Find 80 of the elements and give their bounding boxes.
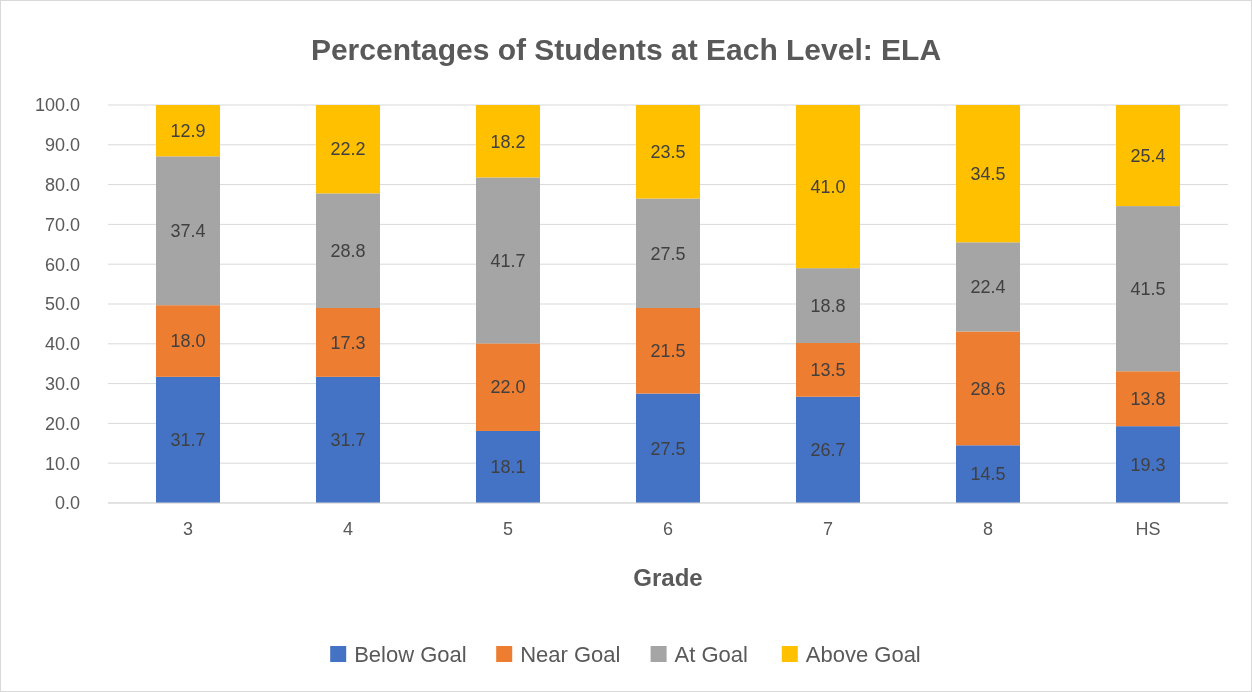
bar [476, 430, 540, 503]
y-tick-label: 20.0 [44, 413, 80, 434]
legend-label: Near Goal [520, 641, 621, 667]
bar [1116, 371, 1180, 427]
bar [636, 105, 700, 199]
data-label: 25.4 [1130, 145, 1166, 166]
data-label: 22.0 [490, 377, 526, 398]
data-label: 14.5 [970, 464, 1006, 485]
data-label: 18.2 [490, 131, 526, 152]
bar [316, 193, 380, 308]
bar [476, 343, 540, 431]
bar [156, 156, 220, 306]
data-label: 41.7 [490, 250, 526, 271]
bar [156, 376, 220, 503]
data-label: 27.5 [650, 438, 686, 459]
data-label: 21.5 [650, 341, 686, 362]
data-label: 18.0 [170, 331, 206, 352]
bar [796, 396, 860, 503]
bar [316, 307, 380, 377]
data-label: 17.3 [330, 332, 366, 353]
legend-label: Above Goal [805, 641, 921, 667]
x-tick-label: 5 [502, 519, 514, 539]
y-tick-label: 30.0 [44, 373, 80, 394]
data-label: 22.2 [330, 139, 366, 160]
bar [636, 393, 700, 503]
bar [156, 305, 220, 377]
bar [1116, 206, 1180, 372]
y-tick-label: 60.0 [44, 254, 80, 275]
y-tick-label: 70.0 [44, 214, 80, 235]
y-tick-label: 50.0 [44, 294, 80, 315]
bar [1116, 105, 1180, 207]
bar [956, 445, 1020, 503]
x-tick-label: 7 [822, 519, 834, 539]
data-label: 28.6 [970, 378, 1006, 399]
y-tick-label: 90.0 [44, 135, 80, 156]
chart-title: Percentages of Students at Each Level: ELA [310, 33, 942, 66]
y-tick-label: 100.0 [34, 95, 80, 116]
bar [956, 105, 1020, 243]
x-tick-label: 3 [182, 519, 194, 539]
data-label: 19.3 [1130, 454, 1166, 475]
bar [1116, 426, 1180, 503]
data-label: 12.9 [170, 120, 206, 141]
data-label: 34.5 [970, 163, 1006, 184]
bar [796, 343, 860, 397]
data-label: 18.1 [490, 457, 526, 478]
data-label: 41.5 [1130, 278, 1166, 299]
x-tick-label: 6 [662, 519, 674, 539]
data-label: 18.8 [810, 295, 846, 316]
legend-label: At Goal [674, 641, 748, 667]
data-label: 23.5 [650, 142, 686, 163]
data-label: 13.8 [1130, 389, 1166, 410]
x-axis-title: Grade [633, 564, 703, 591]
bar [316, 376, 380, 503]
bar [956, 331, 1020, 446]
bar [476, 177, 540, 344]
x-tick-label: 4 [342, 519, 354, 539]
y-tick-label: 0.0 [54, 493, 80, 514]
data-label: 28.8 [330, 240, 366, 261]
bar [156, 105, 220, 157]
data-label: 37.4 [170, 221, 206, 242]
y-tick-label: 80.0 [44, 174, 80, 195]
bar [796, 268, 860, 343]
data-label: 13.5 [810, 360, 846, 381]
legend-label: Below Goal [354, 641, 467, 667]
y-tick-label: 40.0 [44, 334, 80, 355]
bar [316, 105, 380, 194]
y-tick-label: 10.0 [44, 453, 80, 474]
bar [956, 242, 1020, 332]
data-label: 41.0 [810, 176, 846, 197]
x-tick-label: 8 [982, 519, 994, 539]
bar [796, 105, 860, 269]
data-label: 26.7 [810, 440, 846, 461]
x-tick-label: HS [1135, 519, 1161, 539]
data-label: 22.4 [970, 277, 1006, 298]
data-label: 27.5 [650, 243, 686, 264]
bar [636, 198, 700, 308]
data-label: 31.7 [330, 430, 366, 451]
data-label: 31.7 [170, 430, 206, 451]
bar [636, 307, 700, 394]
bar [476, 105, 540, 178]
